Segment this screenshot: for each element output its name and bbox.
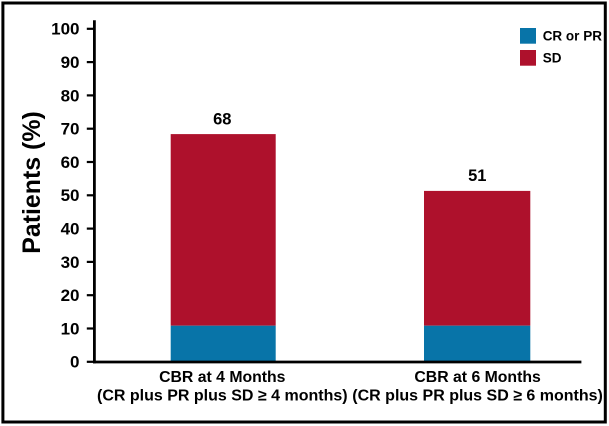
svg-text:51: 51 [468, 167, 486, 185]
svg-text:30: 30 [61, 253, 80, 272]
svg-text:40: 40 [61, 220, 80, 239]
svg-text:50: 50 [61, 186, 80, 205]
svg-text:(CR plus PR plus SD ≥ 6 months: (CR plus PR plus SD ≥ 6 months) [352, 388, 603, 405]
svg-text:70: 70 [61, 120, 80, 139]
svg-text:68: 68 [213, 110, 231, 128]
svg-text:20: 20 [61, 286, 80, 305]
svg-text:10: 10 [61, 319, 80, 338]
svg-text:CBR at 4 Months: CBR at 4 Months [159, 369, 286, 386]
svg-text:SD: SD [543, 50, 562, 65]
svg-text:90: 90 [61, 53, 80, 72]
svg-text:(CR plus PR plus SD ≥ 4 months: (CR plus PR plus SD ≥ 4 months) [97, 388, 348, 405]
svg-text:60: 60 [61, 153, 80, 172]
svg-text:Patients (%): Patients (%) [18, 111, 46, 253]
svg-text:CBR at 6 Months: CBR at 6 Months [414, 369, 541, 386]
svg-text:100: 100 [51, 20, 79, 39]
svg-text:CR or PR: CR or PR [543, 28, 603, 43]
svg-text:80: 80 [61, 86, 80, 105]
svg-text:0: 0 [70, 353, 79, 372]
